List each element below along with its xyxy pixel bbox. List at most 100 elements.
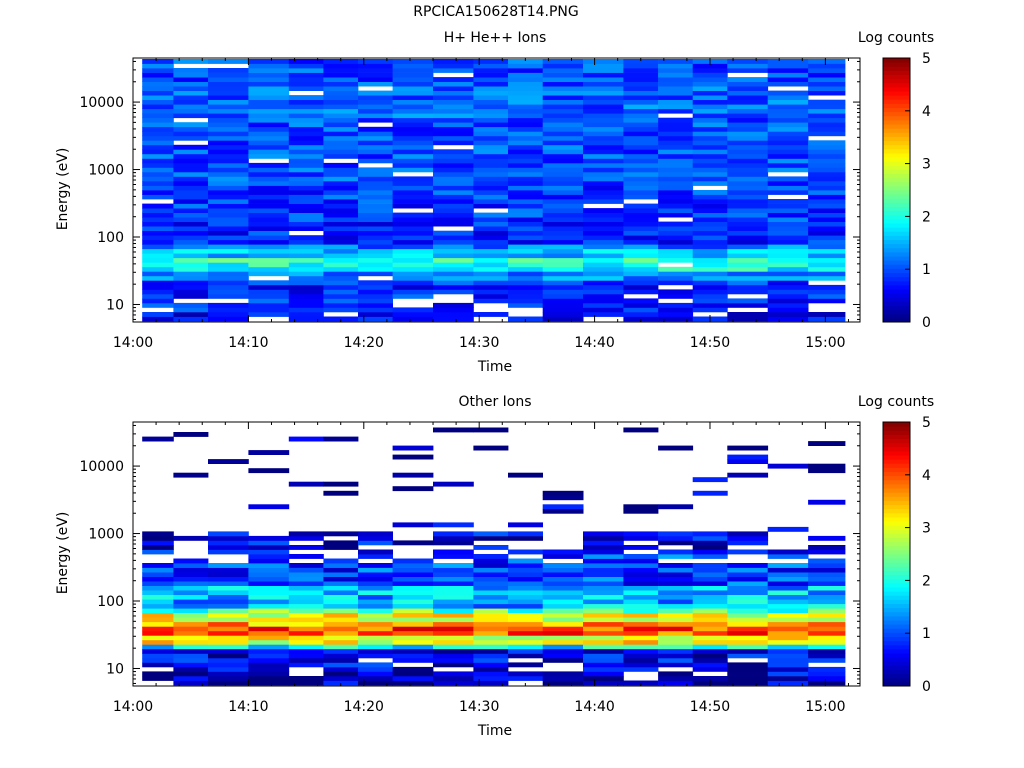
heatmap-cell xyxy=(583,59,624,64)
heatmap-cell xyxy=(358,176,393,182)
heatmap-cell xyxy=(208,262,249,268)
heatmap-cell xyxy=(727,594,769,600)
colorbar-swatch xyxy=(883,438,910,444)
heatmap-cell xyxy=(583,72,624,78)
heatmap-cell xyxy=(583,90,624,96)
heatmap-cell xyxy=(623,248,659,254)
heatmap-cell xyxy=(358,617,393,623)
colorbar-swatch xyxy=(883,78,910,84)
heatmap-cell xyxy=(358,626,393,632)
heatmap-cell xyxy=(542,648,584,654)
heatmap-cell xyxy=(727,312,769,317)
heatmap-cell xyxy=(808,253,846,259)
heatmap-cell xyxy=(173,612,209,618)
heatmap-cell xyxy=(208,594,249,600)
heatmap-cell xyxy=(623,63,659,69)
colorbar-swatch xyxy=(883,243,910,249)
heatmap-cell xyxy=(142,203,174,209)
colorbar-tick-label: 3 xyxy=(922,521,931,537)
heatmap-cell xyxy=(508,549,543,555)
heatmap-cell xyxy=(392,522,434,528)
heatmap-cell xyxy=(542,68,584,73)
heatmap-cell xyxy=(658,99,694,105)
heatmap-cell xyxy=(767,199,809,204)
heatmap-cell xyxy=(392,126,434,132)
heatmap-cell xyxy=(623,86,659,91)
heatmap-cell xyxy=(323,68,359,73)
colorbar-swatch xyxy=(883,463,910,468)
heatmap-cell xyxy=(433,599,474,605)
heatmap-cell xyxy=(473,95,509,100)
heatmap-cell xyxy=(727,226,769,231)
heatmap-cell xyxy=(248,162,290,168)
y-tick-label: 10 xyxy=(106,661,124,677)
heatmap-cell xyxy=(727,99,769,105)
heatmap-cell xyxy=(727,567,769,573)
heatmap-cell xyxy=(767,203,809,209)
heatmap-cell xyxy=(208,257,249,263)
heatmap-cell xyxy=(767,275,809,281)
heatmap-cell xyxy=(542,235,584,241)
heatmap-cell xyxy=(433,671,474,677)
heatmap-cell xyxy=(473,653,509,659)
heatmap-cell xyxy=(692,221,728,227)
heatmap-cell xyxy=(508,126,543,132)
heatmap-cell xyxy=(392,639,434,645)
heatmap-cell xyxy=(248,203,290,209)
heatmap-cell xyxy=(767,626,809,632)
heatmap-cell xyxy=(323,162,359,168)
heatmap-cell xyxy=(808,585,846,591)
heatmap-cell xyxy=(727,302,769,308)
heatmap-cell xyxy=(727,630,769,636)
heatmap-cell xyxy=(142,576,174,582)
heatmap-cell xyxy=(288,203,324,209)
heatmap-cell xyxy=(392,226,434,231)
heatmap-cell xyxy=(248,545,290,550)
heatmap-cell xyxy=(542,608,584,614)
heatmap-cell xyxy=(358,244,393,250)
heatmap-cell xyxy=(288,244,324,250)
heatmap-cell xyxy=(142,153,174,159)
heatmap-cell xyxy=(288,621,324,627)
heatmap-cell xyxy=(173,104,209,110)
heatmap-cell xyxy=(727,217,769,222)
heatmap-cell xyxy=(392,199,434,204)
heatmap-cell xyxy=(173,59,209,64)
heatmap-cell xyxy=(248,450,290,455)
heatmap-cell xyxy=(727,253,769,259)
heatmap-cell xyxy=(542,167,584,173)
heatmap-cell xyxy=(508,621,543,627)
heatmap-cell xyxy=(542,307,584,313)
heatmap-cell xyxy=(623,235,659,241)
heatmap-cell xyxy=(692,153,728,159)
heatmap-cell xyxy=(358,190,393,195)
heatmap-cell xyxy=(173,680,209,686)
heatmap-cell xyxy=(433,212,474,218)
heatmap-cell xyxy=(623,657,659,663)
colorbar-swatch xyxy=(883,91,910,96)
heatmap-cell xyxy=(542,171,584,177)
heatmap-cell xyxy=(623,153,659,159)
heatmap-cell xyxy=(358,217,393,222)
heatmap-cell xyxy=(288,131,324,137)
heatmap-cell xyxy=(392,284,434,290)
heatmap-cell xyxy=(542,126,584,132)
heatmap-cell xyxy=(473,266,509,272)
heatmap-cell xyxy=(288,81,324,87)
heatmap-cell xyxy=(658,612,694,618)
heatmap-cell xyxy=(692,190,728,195)
heatmap-cell xyxy=(473,235,509,241)
heatmap-cell xyxy=(692,621,728,627)
heatmap-cell xyxy=(508,212,543,218)
heatmap-cell xyxy=(392,81,434,87)
heatmap-cell xyxy=(248,676,290,681)
heatmap-cell xyxy=(583,567,624,573)
heatmap-cell xyxy=(727,617,769,623)
heatmap-cell xyxy=(508,275,543,281)
heatmap-cell xyxy=(173,248,209,254)
heatmap-cell xyxy=(623,144,659,150)
heatmap-cell xyxy=(248,558,290,564)
heatmap-cell xyxy=(623,427,659,433)
heatmap-cell xyxy=(208,302,249,308)
